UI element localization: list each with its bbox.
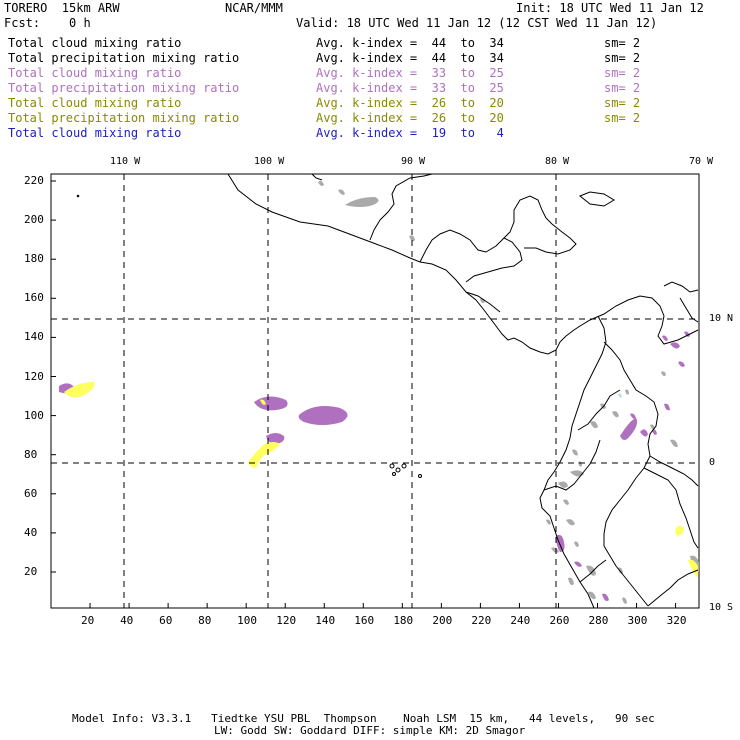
model-title: TORERO 15km ARW <box>4 1 120 15</box>
legend-sm-0: sm= 2 <box>604 36 641 50</box>
map-frame <box>50 173 700 609</box>
y-tick-label: 200 <box>24 213 44 227</box>
lon-label-100w: 100 W <box>254 156 285 167</box>
legend-field-1: Total precipitation mixing ratio <box>8 51 240 65</box>
x-tick-label: 120 <box>276 614 297 627</box>
forecast-hour: Fcst: 0 h <box>4 16 91 30</box>
x-tick-label: 20 <box>81 614 95 627</box>
gray-field <box>318 181 699 604</box>
model-info-line1: Model Info: V3.3.1 Tiedtke YSU PBL Thomp… <box>72 712 655 725</box>
x-tick-label: 240 <box>510 614 531 627</box>
x-tick-label: 40 <box>120 614 134 627</box>
legend-sm-2: sm= 2 <box>604 66 641 80</box>
legend-field-6: Total cloud mixing ratio <box>8 126 182 140</box>
x-tick-label: 260 <box>549 614 570 627</box>
y-tick-label: 100 <box>24 408 44 422</box>
init-time: Init: 18 UTC Wed 11 Jan 12 <box>516 1 704 15</box>
lon-label-90w: 90 W <box>401 156 426 167</box>
x-tick-label: 300 <box>627 614 648 627</box>
lon-label-110w: 110 W <box>110 156 141 167</box>
x-tick-label: 220 <box>471 614 492 627</box>
lon-label-80w: 80 W <box>545 156 570 167</box>
legend-range-1: Avg. k-index = 44 to 34 <box>316 51 504 65</box>
legend-sm-5: sm= 2 <box>604 111 641 125</box>
model-info-line2: LW: Godd SW: Goddard DIFF: simple KM: 2D… <box>214 724 526 737</box>
legend-range-4: Avg. k-index = 26 to 20 <box>316 96 504 110</box>
legend-range-3: Avg. k-index = 33 to 25 <box>316 81 504 95</box>
legend-field-3: Total precipitation mixing ratio <box>8 81 240 95</box>
legend-sm-4: sm= 2 <box>604 96 641 110</box>
x-tick-label: 280 <box>588 614 609 627</box>
legend-field-2: Total cloud mixing ratio <box>8 66 182 80</box>
x-tick-label: 320 <box>666 614 687 627</box>
y-tick-label: 120 <box>24 369 44 383</box>
y-tick-label: 160 <box>24 291 44 305</box>
legend-range-5: Avg. k-index = 26 to 20 <box>316 111 504 125</box>
legend-range-2: Avg. k-index = 33 to 25 <box>316 66 504 80</box>
lat-label-0: 0 <box>709 457 716 468</box>
legend-range-0: Avg. k-index = 44 to 34 <box>316 36 504 50</box>
coastline <box>76 173 699 609</box>
legend-range-6: Avg. k-index = 19 to 4 <box>316 126 504 140</box>
legend-field-4: Total cloud mixing ratio <box>8 96 182 110</box>
x-tick-label: 100 <box>237 614 258 627</box>
purple-field <box>59 331 690 602</box>
legend-field-0: Total cloud mixing ratio <box>8 36 182 50</box>
legend-sm-3: sm= 2 <box>604 81 641 95</box>
y-tick-label: 180 <box>24 252 44 266</box>
org-label: NCAR/MMM <box>225 1 283 15</box>
y-tick-label: 20 <box>24 565 38 578</box>
y-tick-label: 140 <box>24 330 44 344</box>
x-tick-label: 60 <box>159 614 173 627</box>
x-tick-label: 80 <box>198 614 212 627</box>
yellow-field <box>64 382 698 578</box>
x-tick-label: 200 <box>432 614 453 627</box>
y-tick-label: 80 <box>24 447 38 461</box>
y-tick-label: 220 <box>24 174 44 187</box>
y-tick-label: 40 <box>24 525 38 539</box>
legend-sm-1: sm= 2 <box>604 51 641 65</box>
lightblue-field <box>618 393 622 398</box>
lat-label-10s: 10 S <box>709 602 734 613</box>
valid-time: Valid: 18 UTC Wed 11 Jan 12 (12 CST Wed … <box>296 16 658 30</box>
axis-ticks <box>51 180 677 608</box>
x-tick-label: 180 <box>393 614 414 627</box>
x-tick-label: 140 <box>315 614 336 627</box>
lat-label-10n: 10 N <box>709 313 734 324</box>
latlon-grid <box>51 174 699 608</box>
x-tick-label: 160 <box>354 614 375 627</box>
y-tick-label: 60 <box>24 486 38 500</box>
lon-label-70w: 70 W <box>689 156 714 167</box>
legend-field-5: Total precipitation mixing ratio <box>8 111 240 125</box>
